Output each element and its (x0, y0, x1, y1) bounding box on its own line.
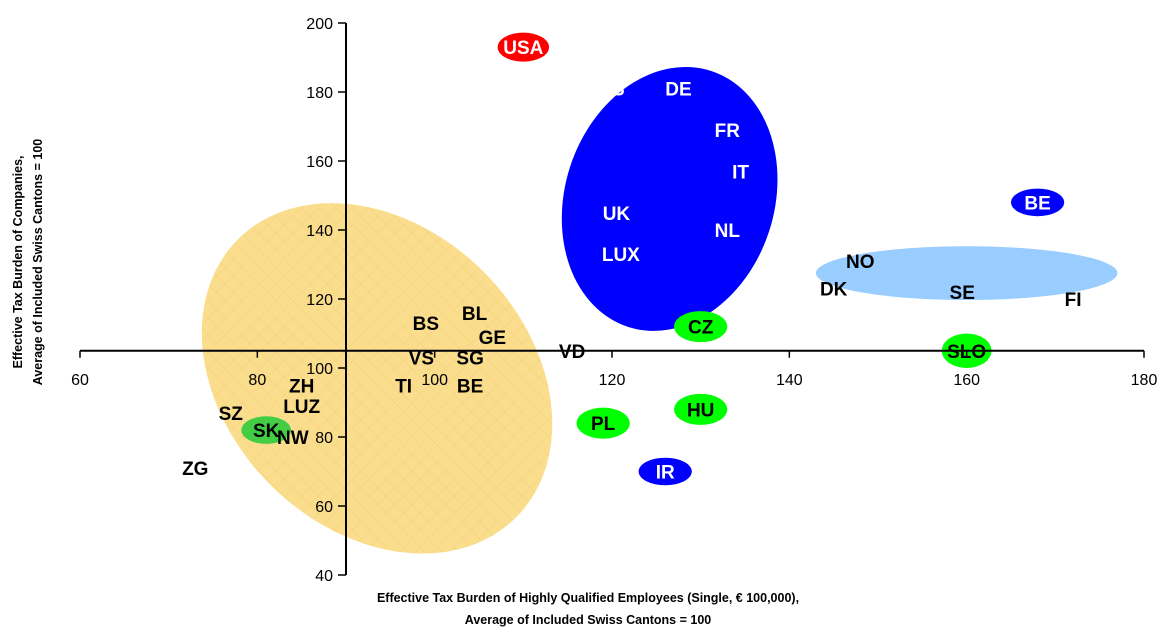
x-tick-label: 160 (953, 372, 980, 389)
point-label-cz: CZ (688, 318, 714, 339)
point-label-nw: NW (277, 428, 309, 449)
y-axis-title-line-2: Average of Included Swiss Cantons = 100 (31, 139, 45, 386)
point-label-usa: USA (503, 38, 543, 59)
x-tick-label: 60 (71, 372, 89, 389)
point-label-lux: LUX (602, 245, 640, 266)
point-label-at: AT (573, 314, 597, 335)
cluster-ellipse-eastern (674, 311, 728, 343)
y-tick-label: 80 (315, 430, 333, 447)
point-label-vs: VS (409, 349, 434, 370)
y-tick-label: 120 (306, 292, 333, 309)
y-tick-label: 40 (315, 568, 333, 585)
data-point-labels: USA ES DE FR IT UK NL LUX AT BE IR NO DK SE FI CZ SLO PL H… (182, 38, 1081, 483)
y-axis-tick-labels: 40 60 80 100 120 140 160 180 200 (306, 16, 333, 585)
point-label-fr: FR (715, 121, 741, 142)
y-tick-label: 140 (306, 223, 333, 240)
point-label-zh: ZH (289, 376, 314, 397)
cluster-ellipse-eu_core (561, 66, 778, 331)
y-tick-label: 100 (306, 361, 333, 378)
y-axis-title-line-1: Effective Tax Burden of Companies, (11, 155, 25, 368)
x-axis-title-line-2: Average of Included Swiss Cantons = 100 (465, 613, 712, 627)
point-label-be: BE (457, 376, 483, 397)
x-axis-title-line-1: Effective Tax Burden of Highly Qualified… (377, 591, 799, 605)
point-label-vd: VD (559, 342, 585, 363)
point-label-sg: SG (456, 349, 483, 370)
cluster-ellipse-eu_core (1011, 188, 1065, 217)
point-label-zg: ZG (182, 459, 208, 480)
cluster-ellipse-usa (497, 32, 550, 62)
point-label-sz: SZ (219, 404, 244, 425)
x-tick-label: 180 (1131, 372, 1158, 389)
y-tick-label: 60 (315, 499, 333, 516)
point-label-dk: DK (820, 280, 848, 301)
cluster-ellipse-eastern (674, 393, 728, 425)
x-tick-label: 140 (776, 372, 803, 389)
point-label-ge: GE (479, 328, 506, 349)
point-label-fi: FI (1065, 290, 1082, 311)
point-label-nl: NL (715, 221, 741, 242)
cluster-ellipse-swiss (201, 203, 553, 554)
cluster-ellipses (201, 32, 1118, 554)
y-tick-label: 180 (306, 85, 333, 102)
point-label-ir: IR (656, 463, 675, 484)
x-tick-label: 80 (248, 372, 266, 389)
point-label-no: NO (846, 252, 875, 273)
cluster-ellipse-eu_core (638, 457, 692, 486)
point-label-se: SE (950, 283, 975, 304)
point-label-luz: LUZ (283, 397, 320, 418)
x-tick-label: 120 (599, 372, 626, 389)
cluster-ellipse-slovakia (241, 416, 292, 444)
point-label-slo: SLO (947, 342, 986, 363)
point-label-uk: UK (603, 204, 631, 225)
point-label-sk: SK (253, 421, 280, 442)
point-label-it: IT (732, 162, 749, 183)
point-label-es: ES (599, 80, 624, 101)
point-label-de: DE (665, 80, 691, 101)
cluster-ellipse-eastern (576, 407, 630, 439)
point-label-hu: HU (687, 400, 714, 421)
x-axis-tick-labels: 60 80 100 120 140 160 180 (71, 372, 1157, 389)
cluster-ellipse-nordic (815, 246, 1118, 301)
x-tick-label: 100 (421, 372, 448, 389)
y-tick-label: 160 (306, 154, 333, 171)
point-label-bs: BS (413, 314, 439, 335)
point-label-bl: BL (462, 304, 488, 325)
axes (79, 22, 1145, 576)
point-label-pl: PL (591, 414, 616, 435)
point-label-be: BE (1024, 193, 1050, 214)
y-tick-label: 200 (306, 16, 333, 33)
point-label-ti: TI (395, 376, 412, 397)
